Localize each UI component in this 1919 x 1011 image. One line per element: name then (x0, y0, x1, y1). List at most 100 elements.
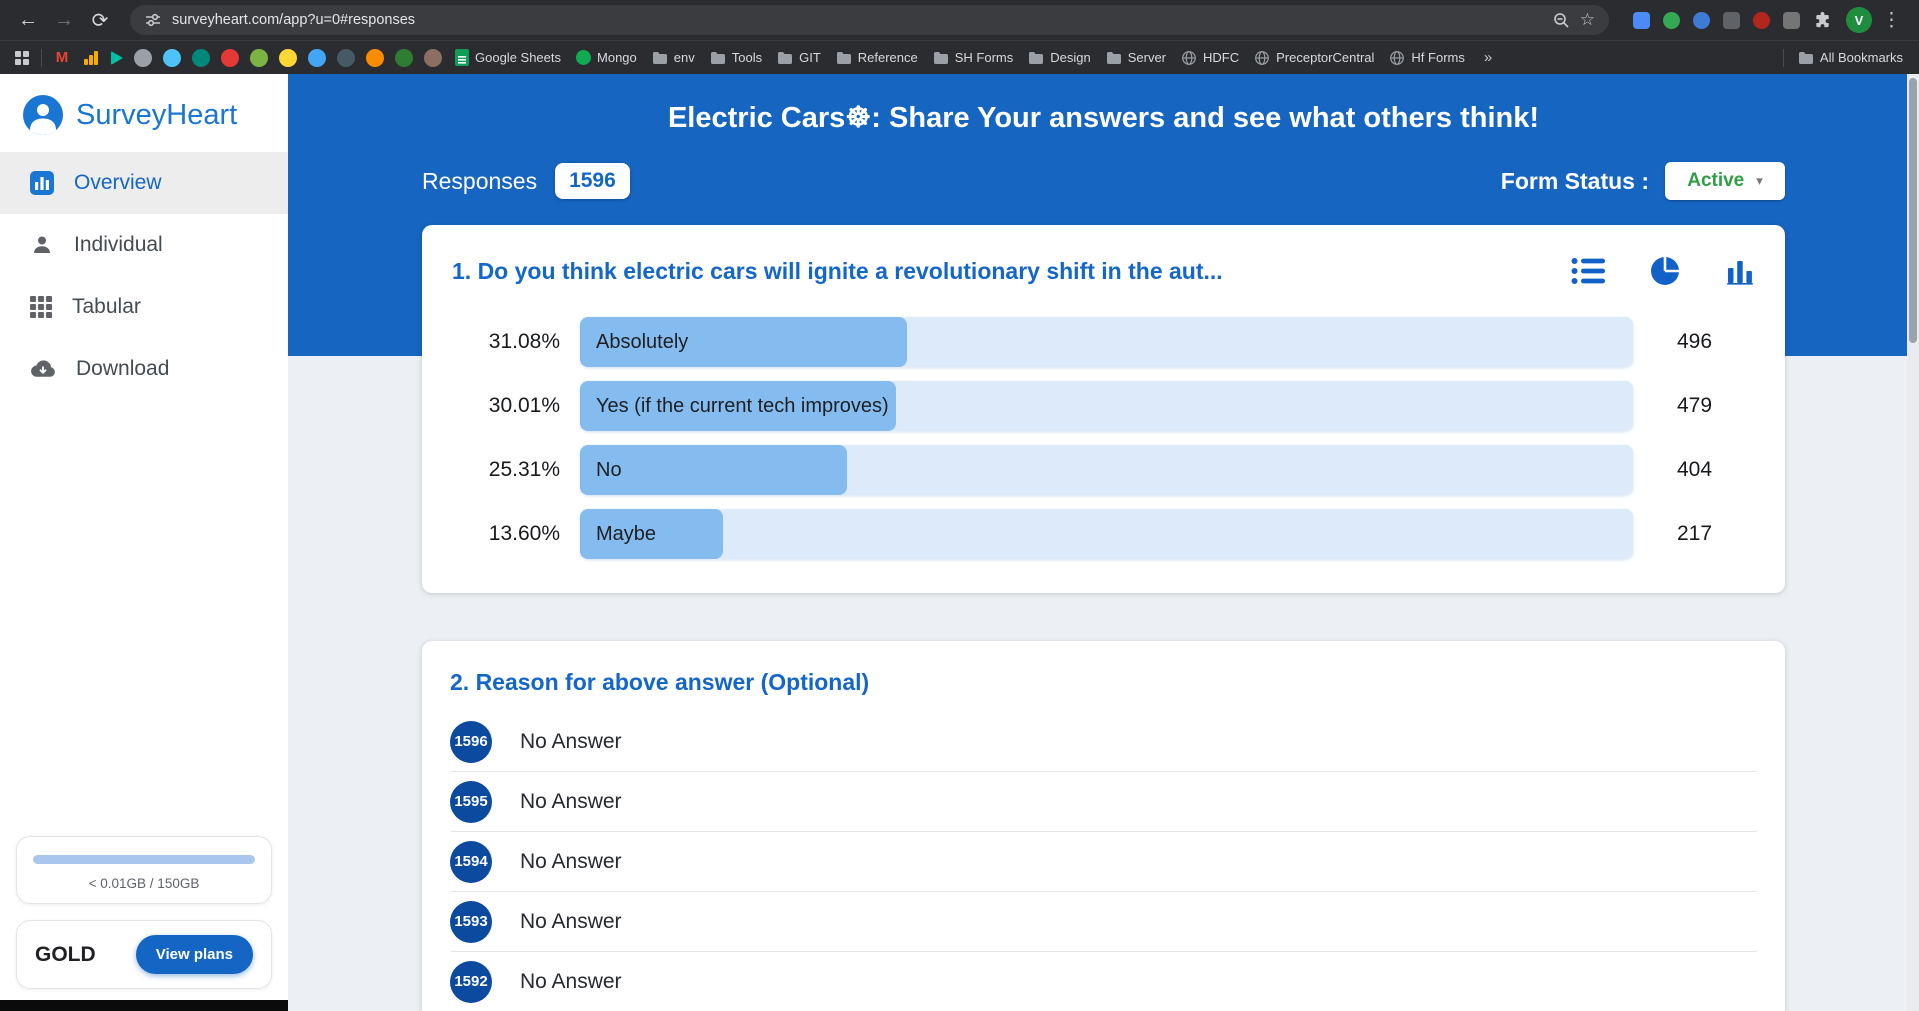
scrollbar-thumb[interactable] (1909, 78, 1917, 343)
zoom-icon[interactable] (1552, 11, 1570, 29)
bookmark-label: Google Sheets (475, 50, 562, 65)
bookmark-folder-env[interactable]: env (650, 50, 697, 65)
bookmark-google-sheets[interactable]: Google Sheets (453, 49, 563, 66)
bar-chart-icon[interactable] (1725, 256, 1755, 286)
bookmark-favicon[interactable] (192, 48, 210, 67)
bookmark-label: Mongo (597, 50, 637, 65)
url-text[interactable]: surveyheart.com/app?u=0#responses (172, 12, 416, 28)
sidebar-item-individual[interactable]: Individual (0, 214, 288, 276)
sidebar-item-download[interactable]: Download (0, 338, 288, 400)
sidebar-item-tabular[interactable]: Tabular (0, 276, 288, 338)
list-view-icon[interactable] (1571, 256, 1605, 286)
bookmark-favicon-gmail[interactable]: M (55, 49, 69, 66)
response-number-badge: 1593 (450, 900, 492, 943)
folder-icon (933, 51, 948, 64)
bookmark-folder-git[interactable]: GIT (775, 50, 823, 65)
response-number-badge: 1595 (450, 780, 492, 823)
answer-row: 1593 No Answer (450, 892, 1757, 952)
storage-usage-text: < 0.01GB / 150GB (88, 876, 200, 891)
extension-icon[interactable] (1663, 11, 1680, 29)
all-bookmarks-button[interactable]: All Bookmarks (1796, 50, 1905, 65)
bar-track: No (580, 445, 1633, 495)
bookmark-favicon[interactable] (308, 48, 326, 67)
sidebar-item-label: Tabular (72, 295, 141, 318)
divider (1782, 48, 1784, 67)
all-bookmarks-label: All Bookmarks (1819, 50, 1903, 65)
bar-count: 496 (1677, 330, 1713, 353)
response-number-badge: 1594 (450, 840, 492, 883)
bookmark-hf-forms[interactable]: Hf Forms (1387, 50, 1466, 66)
extension-icon[interactable] (1753, 11, 1770, 29)
bookmark-star-icon[interactable]: ☆ (1579, 10, 1595, 29)
bookmark-folder-design[interactable]: Design (1026, 50, 1092, 65)
bookmark-favicon[interactable] (395, 48, 413, 67)
profile-avatar[interactable]: V (1846, 7, 1872, 33)
response-number-badge: 1596 (450, 720, 492, 763)
answer-row: 1596 No Answer (450, 712, 1757, 772)
answer-text: No Answer (520, 789, 622, 813)
bookmark-favicon[interactable] (366, 48, 384, 67)
sidebar-item-label: Download (76, 357, 170, 380)
bookmark-label: env (673, 50, 695, 65)
bookmark-favicon-analytics[interactable] (82, 49, 100, 67)
extension-icon[interactable] (1693, 11, 1710, 29)
bookmark-label: Tools (731, 50, 763, 65)
bookmark-favicon-play[interactable] (111, 50, 123, 65)
bar-percent: 13.60% (488, 522, 560, 545)
reload-button[interactable]: ⟳ (91, 9, 109, 32)
brand[interactable]: SurveyHeart (0, 74, 288, 152)
bookmark-label: Design (1050, 50, 1091, 65)
form-status-select[interactable]: Active ▾ (1665, 162, 1785, 200)
plan-label: GOLD (35, 942, 96, 966)
address-bar[interactable]: surveyheart.com/app?u=0#responses ☆ (130, 5, 1609, 35)
globe-icon (1255, 50, 1270, 65)
answer-text: No Answer (520, 849, 622, 873)
bookmark-favicon[interactable] (134, 48, 152, 67)
folder-icon (710, 51, 725, 64)
extensions-puzzle-icon[interactable] (1813, 11, 1832, 30)
forward-button[interactable]: → (54, 8, 74, 31)
bar-row: 13.60% Maybe 217 (450, 509, 1757, 559)
back-button[interactable]: ← (18, 8, 38, 31)
bookmark-mongo[interactable]: Mongo (574, 50, 639, 65)
site-settings-icon[interactable] (144, 11, 162, 29)
extension-icon[interactable] (1723, 11, 1740, 29)
extensions-cluster (1633, 11, 1832, 30)
bookmark-folder-sh-forms[interactable]: SH Forms (931, 50, 1016, 65)
answer-row: 1592 No Answer (450, 952, 1757, 1011)
bookmarks-overflow-chevron[interactable]: » (1483, 49, 1493, 66)
extension-icon[interactable] (1633, 11, 1650, 29)
bookmark-favicon[interactable] (337, 48, 355, 67)
bookmark-hdfc[interactable]: HDFC (1179, 50, 1241, 66)
bar-count: 479 (1677, 394, 1713, 417)
pie-chart-icon[interactable] (1649, 255, 1681, 287)
bookmark-folder-tools[interactable]: Tools (708, 50, 764, 65)
responses-status-row: Responses 1596 Form Status : Active ▾ (422, 159, 1785, 203)
sidebar-item-overview[interactable]: Overview (0, 152, 288, 214)
bookmark-favicon[interactable] (250, 48, 268, 67)
bar-count: 404 (1677, 458, 1713, 481)
apps-grid-icon[interactable] (14, 50, 30, 66)
chevron-down-icon: ▾ (1756, 173, 1763, 188)
extension-icon[interactable] (1783, 11, 1800, 29)
response-bars: 31.08% Absolutely 496 30.01% Yes (i (450, 317, 1757, 559)
bookmark-favicon[interactable] (221, 48, 239, 67)
bookmark-favicon[interactable] (424, 48, 442, 67)
browser-menu-icon[interactable]: ⋮ (1882, 9, 1901, 31)
question2-title: 2. Reason for above answer (Optional) (450, 669, 870, 695)
bookmark-label: HDFC (1203, 50, 1240, 65)
page-scrollbar (1907, 74, 1919, 1011)
bookmark-folder-reference[interactable]: Reference (834, 50, 920, 65)
bookmark-favicon[interactable] (279, 48, 297, 67)
bookmark-preceptorcentral[interactable]: PreceptorCentral (1252, 50, 1376, 66)
bar-track: Absolutely (580, 317, 1633, 367)
bookmark-folder-server[interactable]: Server (1104, 50, 1168, 65)
view-plans-button[interactable]: View plans (135, 935, 253, 974)
form-title: Electric Cars☸: Share Your answers and s… (667, 102, 1540, 134)
question1-title: 1. Do you think electric cars will ignit… (452, 257, 1223, 284)
globe-icon (1182, 50, 1196, 65)
browser-toolbar: ← → ⟳ surveyheart.com/app?u=0#responses … (0, 0, 1919, 40)
plan-card: GOLD View plans (16, 920, 272, 989)
bookmark-favicon[interactable] (163, 48, 181, 67)
